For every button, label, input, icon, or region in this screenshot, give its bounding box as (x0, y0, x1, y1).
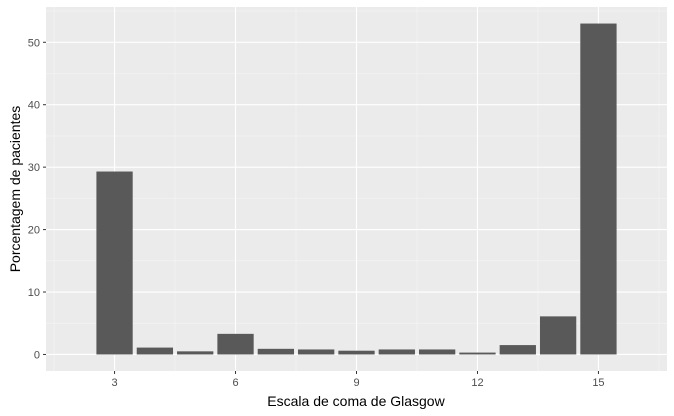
x-tick-label: 15 (592, 377, 604, 389)
bar (136, 347, 174, 355)
bar (96, 171, 133, 355)
y-tick-label: 50 (28, 37, 40, 49)
y-axis-ticks: 0 10 20 30 40 50 (28, 37, 46, 361)
y-axis-title: Porcentagem de pacientes (7, 106, 23, 273)
y-tick-label: 0 (34, 349, 40, 361)
bar (217, 333, 254, 355)
bar (419, 349, 456, 355)
y-tick-label: 20 (28, 225, 40, 237)
bar (539, 316, 577, 355)
bar (499, 345, 536, 355)
x-axis-ticks: 3 6 9 12 15 (111, 371, 605, 389)
bar (298, 349, 335, 355)
bar (257, 348, 294, 355)
bar (177, 351, 214, 355)
y-tick-label: 40 (28, 100, 40, 112)
bar (580, 23, 617, 355)
x-tick-label: 12 (471, 377, 483, 389)
bar (378, 349, 415, 355)
y-tick-label: 30 (28, 162, 40, 174)
x-axis-title: Escala de coma de Glasgow (267, 393, 445, 409)
x-tick-label: 9 (353, 377, 359, 389)
y-tick-label: 10 (28, 287, 40, 299)
x-tick-label: 6 (232, 377, 238, 389)
x-tick-label: 3 (111, 377, 117, 389)
bars (96, 23, 617, 355)
bar (338, 350, 375, 355)
bar (459, 352, 496, 355)
